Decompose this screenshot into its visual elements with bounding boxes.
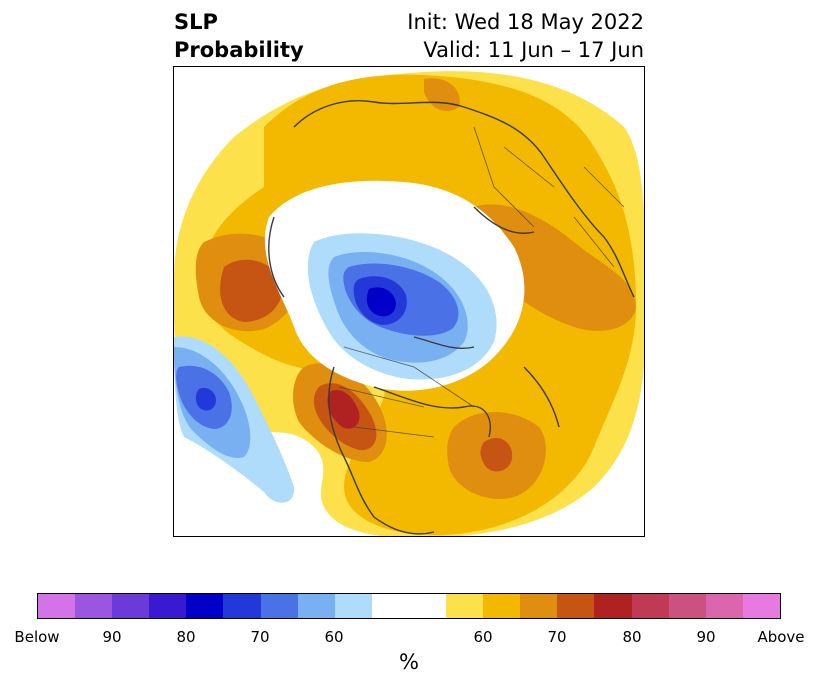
- init-date: Init: Wed 18 May 2022: [407, 10, 644, 34]
- colorbar-segment: [297, 594, 335, 618]
- colorbar-tick-label: 70: [547, 628, 567, 646]
- run-info: Init: Wed 18 May 2022 Valid: 11 Jun – 17…: [407, 8, 644, 64]
- borders: [338, 126, 625, 438]
- colorbar-segment: [446, 594, 484, 618]
- coastlines: [268, 100, 635, 535]
- colorbar-segment: [334, 594, 372, 618]
- colorbar-segment: [112, 594, 150, 618]
- above-70-europe: [470, 204, 636, 331]
- colorbar-segment: [742, 594, 780, 618]
- colorbar-segment: [371, 594, 409, 618]
- colorbar-segment: [520, 594, 558, 618]
- colorbar-segment: [38, 594, 76, 618]
- colorbar-tick-label: Above: [757, 628, 805, 646]
- above-75-atlantic: [480, 438, 513, 472]
- valid-range: Valid: 11 Jun – 17 Jun: [423, 38, 644, 62]
- colorbar-segment: [557, 594, 595, 618]
- above-75-pacific: [220, 259, 283, 322]
- colorbar-segment: [483, 594, 521, 618]
- title-line-1: SLP: [174, 10, 218, 34]
- colorbar-tick-label: 60: [324, 628, 344, 646]
- colorbar-segment: [705, 594, 743, 618]
- probability-map: [173, 66, 645, 537]
- colorbar-segment: [631, 594, 669, 618]
- colorbar-tick-label: Below: [14, 628, 60, 646]
- colorbar-tick-label: 80: [622, 628, 642, 646]
- colorbar-segment: [149, 594, 187, 618]
- colorbar-segment: [260, 594, 298, 618]
- colorbar-segment: [594, 594, 632, 618]
- title-line-2: Probability: [174, 38, 304, 62]
- above-80-westcoast: [327, 389, 360, 429]
- colorbar-segment: [186, 594, 224, 618]
- below-80-arctic: [366, 287, 396, 317]
- colorbar-segment: [408, 594, 447, 618]
- below-75-pacific: [195, 387, 216, 411]
- colorbar-tick-label: 90: [696, 628, 716, 646]
- colorbar-segment: [668, 594, 706, 618]
- colorbar: [37, 593, 781, 619]
- units-label: %: [399, 650, 419, 674]
- colorbar-tick-label: 70: [250, 628, 270, 646]
- map-title: SLP Probability: [174, 8, 304, 64]
- colorbar-tick-label: 90: [102, 628, 122, 646]
- colorbar-segment: [223, 594, 261, 618]
- colorbar-tick-label: 60: [473, 628, 493, 646]
- map-canvas: [174, 67, 644, 536]
- colorbar-tick-label: 80: [176, 628, 196, 646]
- colorbar-segment: [75, 594, 113, 618]
